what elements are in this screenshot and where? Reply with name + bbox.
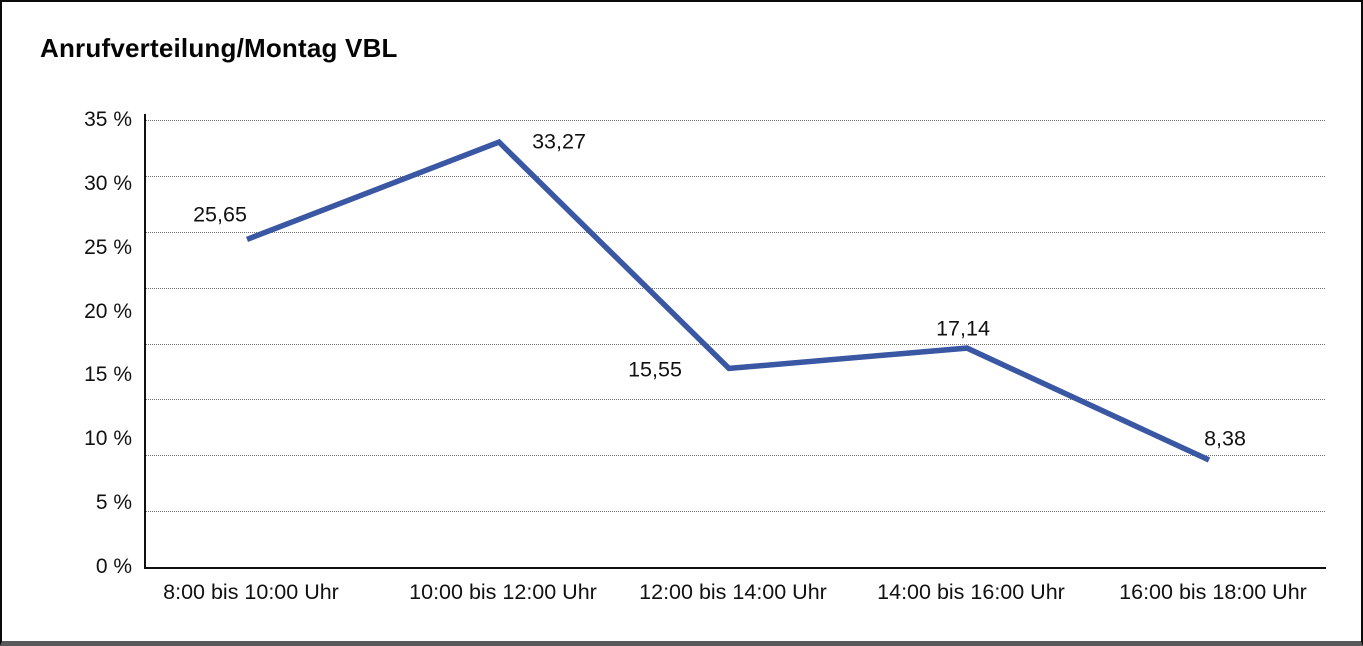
y-axis-tick-label: 15 %	[84, 363, 132, 387]
data-point-label: 25,65	[193, 202, 247, 227]
data-point-label: 33,27	[532, 129, 586, 154]
y-axis-tick-label: 0 %	[95, 555, 132, 578]
y-axis-tick-label: 25 %	[84, 235, 132, 259]
y-axis-tick-label: 5 %	[95, 491, 132, 515]
data-point-label: 8,38	[1204, 426, 1246, 451]
gridline	[145, 287, 1325, 289]
y-axis-tick-label: 30 %	[84, 171, 132, 195]
gridline	[145, 343, 1325, 345]
gridline	[145, 175, 1325, 177]
gridline	[145, 231, 1325, 233]
x-axis-tick-label: 10:00 bis 12:00 Uhr	[409, 580, 597, 604]
data-series-line	[246, 138, 1211, 463]
x-axis-tick-label: 16:00 bis 18:00 Uhr	[1119, 580, 1307, 604]
chart-title: Anrufverteilung/Montag VBL	[40, 33, 398, 63]
x-axis-tick-label: 12:00 bis 14:00 Uhr	[639, 580, 827, 604]
gridline	[145, 120, 1325, 121]
y-axis-tick-label: 35 %	[84, 108, 132, 131]
y-axis-line	[144, 114, 146, 569]
y-axis-tick-label: 20 %	[84, 299, 132, 323]
data-point-label: 17,14	[936, 316, 990, 341]
x-axis-tick-label: 8:00 bis 10:00 Uhr	[163, 580, 339, 604]
y-axis-tick-label: 10 %	[84, 427, 132, 451]
gridline	[145, 455, 1325, 457]
x-axis-line	[144, 567, 1326, 569]
x-axis-tick-label: 14:00 bis 16:00 Uhr	[877, 580, 1065, 604]
gridline	[145, 511, 1325, 513]
gridline	[145, 399, 1325, 401]
data-point-label: 15,55	[628, 357, 682, 382]
